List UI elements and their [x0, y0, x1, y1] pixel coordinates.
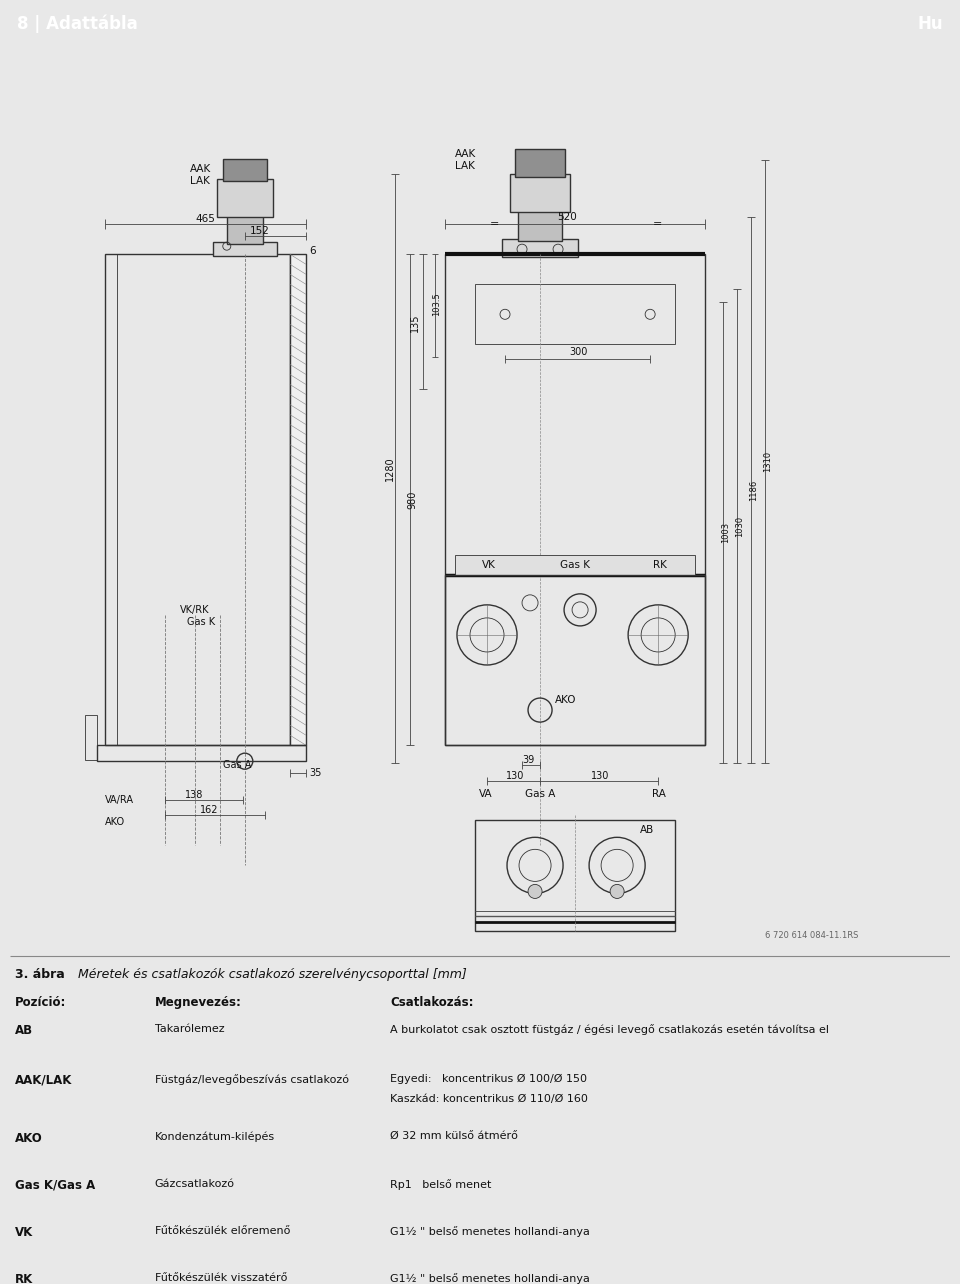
- Text: 130: 130: [591, 772, 610, 781]
- Bar: [84, 715, 97, 760]
- Text: Rp1   belső menet: Rp1 belső menet: [390, 1179, 492, 1190]
- Bar: [223, 159, 267, 181]
- Text: Gas K/Gas A: Gas K/Gas A: [14, 1179, 95, 1192]
- Text: 1030: 1030: [734, 516, 744, 537]
- Text: 465: 465: [195, 214, 215, 225]
- Text: RK: RK: [14, 1274, 33, 1284]
- Bar: [227, 214, 263, 244]
- Bar: [515, 149, 565, 177]
- Text: Pozíció:: Pozíció:: [14, 995, 66, 1009]
- Bar: [510, 175, 570, 212]
- Text: Fűtőkészülék előremenő: Fűtőkészülék előremenő: [155, 1226, 290, 1236]
- Text: 103.5: 103.5: [432, 293, 442, 316]
- Text: A burkolatot csak osztott füstgáz / égési levegő csatlakozás esetén távolítsa el: A burkolatot csak osztott füstgáz / égés…: [390, 1023, 828, 1035]
- Text: 1003: 1003: [721, 521, 730, 543]
- Text: 300: 300: [569, 348, 588, 357]
- Text: 39: 39: [522, 755, 535, 765]
- Text: VA/RA: VA/RA: [105, 795, 133, 805]
- Text: Méretek és csatlakozók csatlakozó szerelvénycsoporttal [mm]: Méretek és csatlakozók csatlakozó szerel…: [78, 968, 467, 981]
- Text: VA: VA: [479, 790, 492, 799]
- Text: 152: 152: [250, 226, 270, 236]
- Text: 6: 6: [309, 247, 316, 257]
- Text: AAK: AAK: [455, 149, 476, 159]
- Bar: [518, 209, 562, 241]
- Text: 1186: 1186: [749, 480, 757, 501]
- Text: VK/RK: VK/RK: [180, 605, 209, 615]
- Text: RA: RA: [652, 790, 666, 799]
- Bar: [475, 820, 675, 931]
- Text: Csatlakozás:: Csatlakozás:: [390, 995, 473, 1009]
- Text: Kondenzátum-kilépés: Kondenzátum-kilépés: [155, 1132, 275, 1143]
- Text: AB: AB: [14, 1023, 33, 1036]
- Text: Gas K: Gas K: [560, 560, 590, 570]
- Text: 130: 130: [506, 772, 524, 781]
- Bar: [217, 178, 273, 217]
- Text: Gázcsatlakozó: Gázcsatlakozó: [155, 1179, 235, 1189]
- Text: Takarólemez: Takarólemez: [155, 1023, 225, 1034]
- Bar: [105, 254, 290, 745]
- Text: RK: RK: [653, 560, 667, 570]
- Text: AAK: AAK: [190, 164, 211, 175]
- Text: LAK: LAK: [455, 160, 475, 171]
- Text: 138: 138: [184, 790, 204, 800]
- Text: LAK: LAK: [190, 176, 209, 186]
- Text: 3. ábra: 3. ábra: [14, 968, 64, 981]
- Text: VK: VK: [482, 560, 496, 570]
- Text: Fűtőkészülék visszatérő: Fűtőkészülék visszatérő: [155, 1274, 287, 1283]
- Text: 6 720 614 084-11.1RS: 6 720 614 084-11.1RS: [765, 931, 858, 940]
- Text: Kaszkád: koncentrikus Ø 110/Ø 160: Kaszkád: koncentrikus Ø 110/Ø 160: [390, 1094, 588, 1104]
- Bar: [97, 745, 306, 761]
- Text: G1½ " belső menetes hollandi-anya: G1½ " belső menetes hollandi-anya: [390, 1274, 589, 1284]
- Bar: [502, 239, 578, 257]
- Bar: [445, 254, 706, 745]
- Bar: [213, 243, 276, 257]
- Bar: [475, 284, 675, 344]
- Text: Füstgáz/levegőbeszívás csatlakozó: Füstgáz/levegőbeszívás csatlakozó: [155, 1073, 348, 1085]
- Text: =: =: [490, 220, 499, 229]
- Circle shape: [611, 885, 624, 899]
- Text: Megnevezés:: Megnevezés:: [155, 995, 242, 1009]
- Text: Ø 32 mm külső átmérő: Ø 32 mm külső átmérő: [390, 1132, 517, 1141]
- Text: 980: 980: [407, 490, 417, 508]
- Text: AKO: AKO: [14, 1132, 42, 1145]
- Text: Gas A: Gas A: [525, 790, 556, 799]
- Text: AKO: AKO: [105, 818, 125, 827]
- Text: Gas A: Gas A: [223, 760, 252, 770]
- Text: VK: VK: [14, 1226, 33, 1239]
- Circle shape: [528, 885, 542, 899]
- Text: 135: 135: [410, 313, 420, 331]
- Text: 35: 35: [309, 768, 322, 778]
- Text: G1½ " belső menetes hollandi-anya: G1½ " belső menetes hollandi-anya: [390, 1226, 589, 1236]
- Text: 162: 162: [200, 805, 218, 815]
- Text: 8 | Adattábla: 8 | Adattábla: [17, 14, 138, 33]
- Bar: [445, 575, 706, 745]
- Text: AAK/LAK: AAK/LAK: [14, 1073, 72, 1086]
- Text: AKO: AKO: [555, 695, 577, 705]
- Text: Hu: Hu: [917, 14, 943, 33]
- Text: Egyedi:   koncentrikus Ø 100/Ø 150: Egyedi: koncentrikus Ø 100/Ø 150: [390, 1073, 587, 1084]
- Text: 520: 520: [557, 212, 577, 222]
- Bar: [455, 555, 695, 575]
- Text: Gas K: Gas K: [187, 616, 215, 627]
- Bar: [290, 254, 306, 745]
- Text: AB: AB: [640, 826, 655, 836]
- Text: 1310: 1310: [763, 451, 772, 473]
- Text: =: =: [653, 220, 662, 229]
- Text: 1280: 1280: [385, 456, 395, 482]
